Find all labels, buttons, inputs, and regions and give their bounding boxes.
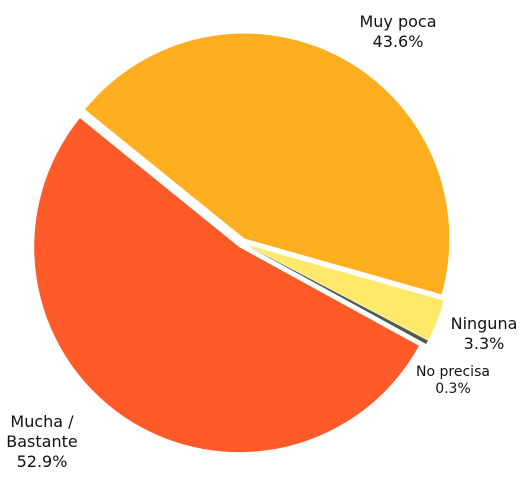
slice-label-name: Muy poca: [359, 12, 437, 31]
slice-label: Ninguna 3.3%: [434, 314, 528, 354]
slice-label: No precisa 0.3%: [403, 364, 503, 398]
slice-label: Mucha / Bastante 52.9%: [3, 412, 81, 472]
slice-label-value: 0.3%: [435, 381, 471, 397]
slice-label-name: Mucha / Bastante: [6, 412, 78, 451]
pie-slice: [34, 118, 419, 453]
pie-slice: [84, 33, 450, 295]
slice-label: Muy poca 43.6%: [328, 12, 468, 52]
slice-label-name: Ninguna: [450, 314, 518, 333]
pie-slice: [246, 244, 444, 341]
slice-label-value: 3.3%: [463, 334, 505, 353]
slice-label-value: 52.9%: [16, 452, 68, 471]
slice-label-value: 43.6%: [372, 32, 424, 51]
slice-label-name: No precisa: [416, 364, 490, 380]
pie-slice: [246, 245, 428, 344]
